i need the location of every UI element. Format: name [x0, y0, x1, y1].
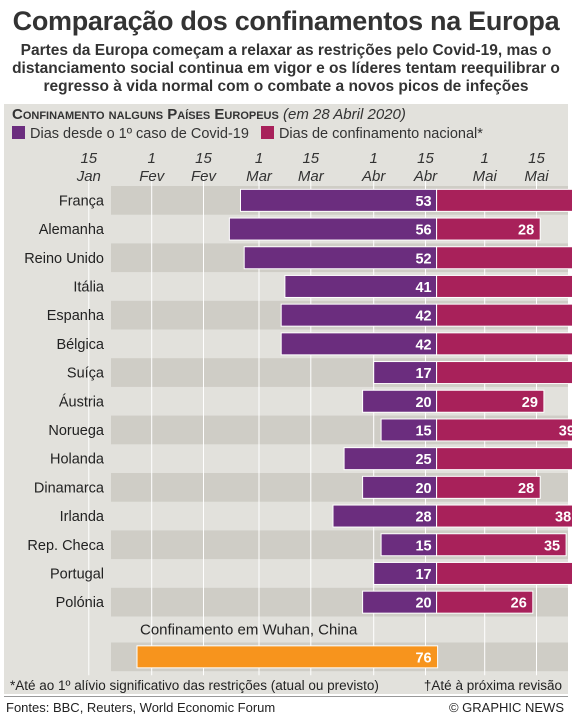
divider [4, 696, 568, 697]
x-tick-label: Fev [191, 168, 218, 185]
country-label: Bélgica [56, 337, 104, 353]
country-label: Dinamarca [34, 480, 105, 496]
data-label-first-case: 15 [415, 538, 431, 554]
x-tick-label: 1 [481, 150, 489, 167]
x-tick-label: 15 [417, 150, 434, 167]
bar-lockdown [436, 274, 572, 298]
data-label-lockdown: 28 [518, 223, 534, 239]
bar-first-case [284, 274, 438, 298]
data-label-lockdown: 35 [544, 538, 560, 554]
legend-swatch-first-case [12, 126, 25, 139]
x-tick-label: 1 [148, 150, 156, 167]
country-label: Áustria [59, 393, 105, 410]
legend-label-lockdown: Dias de confinamento nacional* [278, 126, 483, 142]
bar-lockdown [436, 303, 572, 327]
bar-first-case [240, 188, 438, 212]
data-label-lockdown: 39 [559, 423, 572, 439]
x-tick-label: 15 [302, 150, 319, 167]
x-tick-label: 1 [255, 150, 263, 167]
bar-lockdown [436, 561, 572, 585]
data-label-lockdown: 26 [511, 596, 527, 612]
chart-heading: Confinamento nalguns Países Europeus (em… [12, 106, 406, 123]
bar-lockdown [436, 361, 572, 385]
country-label: Polónia [56, 595, 105, 611]
footnote-restrictions: *Até ao 1º alívio significativo das rest… [10, 678, 379, 693]
country-label: Reino Unido [24, 251, 104, 267]
data-label-first-case: 17 [415, 366, 431, 382]
x-tick-label: Fev [139, 168, 166, 185]
x-tick-label: Mai [524, 168, 549, 185]
country-label: Portugal [50, 566, 104, 582]
legend-label-first-case: Dias desde o 1º caso de Covid-19 [30, 126, 249, 142]
x-tick-label: Mar [246, 168, 273, 185]
data-label-lockdown: 38 [555, 510, 571, 526]
data-label-first-case: 20 [415, 481, 431, 497]
chart-heading-date: (em 28 Abril 2020) [283, 106, 406, 123]
x-tick-label: Mai [473, 168, 498, 185]
legend: Dias desde o 1º caso de Covid-19 Dias de… [12, 126, 491, 142]
bar-first-case [280, 303, 438, 327]
country-label: Espanha [47, 308, 105, 324]
wuhan-label: Confinamento em Wuhan, China [140, 622, 358, 639]
data-label-first-case: 42 [415, 309, 431, 325]
bar-lockdown [436, 475, 541, 499]
data-label-first-case: 20 [415, 596, 431, 612]
country-label: Itália [73, 279, 105, 295]
x-tick-label: 15 [80, 150, 97, 167]
country-label: França [59, 193, 105, 209]
bar-lockdown [436, 389, 545, 413]
data-label-first-case: 25 [415, 452, 431, 468]
data-label-lockdown: 29 [522, 395, 538, 411]
bar-lockdown [436, 217, 541, 241]
country-label: Rep. Checa [27, 538, 105, 554]
data-label-lockdown: 28 [518, 481, 534, 497]
bar-first-case [243, 246, 438, 270]
footnote-review: †Até à próxima revisão [423, 678, 562, 693]
chart-heading-caps: Confinamento nalguns Países Europeus [12, 106, 279, 123]
data-label-wuhan: 76 [415, 650, 431, 666]
bar-wuhan [136, 645, 439, 669]
x-tick-label: Abr [413, 168, 438, 185]
data-label-first-case: 42 [415, 337, 431, 353]
legend-swatch-lockdown [260, 126, 274, 139]
country-label: Irlanda [60, 509, 105, 525]
data-label-first-case: 17 [415, 567, 431, 583]
country-label: Suíça [67, 366, 105, 382]
x-tick-label: 15 [195, 150, 212, 167]
sources: Fontes: BBC, Reuters, World Economic For… [6, 700, 276, 715]
x-tick-label: Mar [298, 168, 325, 185]
bar-lockdown [436, 504, 572, 528]
x-tick-label: Abr [361, 168, 386, 185]
bar-lockdown [436, 418, 572, 442]
bar-lockdown [436, 590, 534, 614]
data-label-first-case: 20 [415, 395, 431, 411]
subtitle: Partes da Europa começam a relaxar as re… [12, 42, 560, 95]
bar-lockdown [436, 188, 572, 212]
data-label-first-case: 41 [415, 280, 431, 296]
country-label: Noruega [48, 423, 105, 439]
legend-item-first-case: Dias desde o 1º caso de Covid-19 [12, 126, 253, 142]
data-label-first-case: 56 [415, 223, 431, 239]
country-label: Holanda [50, 452, 105, 468]
page-title: Comparação dos confinamentos na Europa [12, 6, 560, 36]
data-label-first-case: 52 [415, 251, 431, 267]
x-tick-label: 15 [528, 150, 545, 167]
bar-first-case [228, 217, 438, 241]
bar-first-case [280, 332, 438, 356]
country-label: Alemanha [39, 222, 105, 238]
bar-lockdown [436, 447, 572, 471]
data-label-first-case: 28 [415, 510, 431, 526]
bar-lockdown [436, 332, 572, 356]
data-label-first-case: 15 [415, 423, 431, 439]
x-tick-label: Jan [76, 168, 101, 185]
credit: © GRAPHIC NEWS [448, 700, 564, 715]
bar-lockdown [436, 246, 572, 270]
data-label-first-case: 53 [415, 194, 431, 210]
x-tick-label: 1 [370, 150, 378, 167]
legend-item-lockdown: Dias de confinamento nacional* [260, 126, 483, 142]
bar-lockdown [436, 533, 567, 557]
